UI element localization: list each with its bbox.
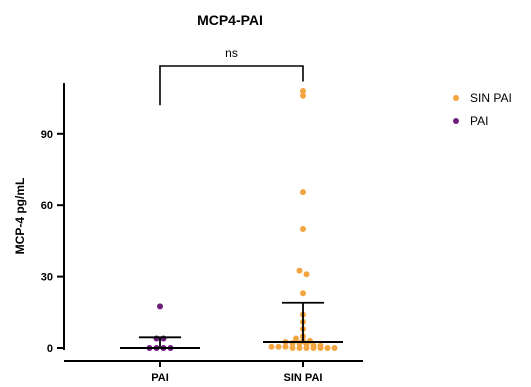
data-point (157, 303, 163, 310)
data-point (275, 343, 282, 350)
data-point (293, 335, 299, 342)
significance-bracket (159, 65, 304, 106)
data-point (300, 189, 306, 196)
data-point (300, 226, 306, 232)
data-point (153, 335, 160, 342)
data-point (282, 343, 289, 350)
data-point (300, 87, 306, 94)
data-point (296, 345, 303, 351)
data-point (324, 345, 331, 351)
y-tick-label: 0 (47, 343, 53, 355)
significance-label: ns (225, 46, 238, 60)
data-point (296, 267, 303, 274)
y-tick-label: 90 (41, 129, 53, 141)
legend-marker (453, 95, 459, 101)
chart-title: MCP4-PAI (197, 12, 263, 28)
data-point (300, 290, 306, 297)
x-tick-label: PAI (151, 372, 169, 384)
data-point (303, 345, 310, 351)
data-point (303, 271, 310, 278)
legend-marker (453, 118, 459, 124)
data-point (300, 92, 306, 99)
legend-label: PAI (470, 114, 488, 128)
x-tick-label: SIN PAI (284, 372, 323, 384)
data-point (289, 345, 296, 351)
data-point (268, 343, 275, 350)
legend-label: SIN PAI (470, 91, 512, 105)
y-tick-label: 60 (41, 200, 53, 212)
y-tick-label: 30 (41, 272, 53, 284)
data-point (317, 345, 324, 351)
y-axis-label: MCP-4 pg/mL (13, 178, 27, 255)
data-point (310, 345, 317, 351)
data-point (331, 345, 338, 351)
data-point (160, 335, 167, 342)
